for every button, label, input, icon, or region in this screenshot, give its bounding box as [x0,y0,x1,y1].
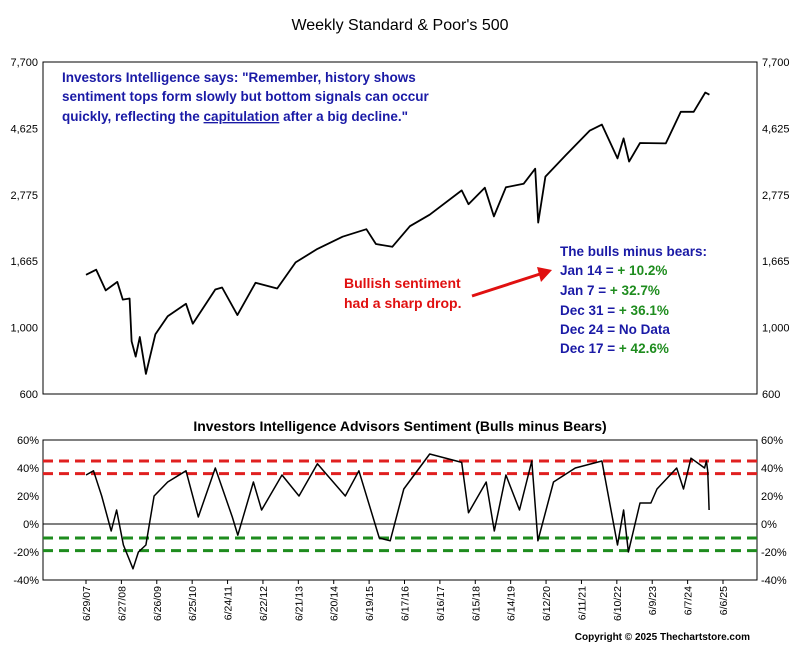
sp500-price-line [85,91,710,375]
price-tick-label-left: 4,625 [10,123,38,135]
sentiment-tick-label-right: -40% [761,575,787,587]
bb-title: The bulls minus bears: [560,244,707,259]
sentiment-tick-label-right: -20% [761,547,787,559]
sentiment-tick-label-left: 60% [17,435,39,447]
quote-line-2: sentiment tops form slowly but bottom si… [62,89,430,104]
bullish-line-1: Bullish sentiment [344,275,461,291]
bb-row-2: Jan 7 = + 32.7% [560,283,660,298]
sentiment-tick-label-left: 20% [17,491,39,503]
x-tick-label: 6/16/17 [435,586,447,621]
sentiment-tick-label-right: 40% [761,463,783,475]
price-tick-label-left: 7,700 [10,57,38,69]
x-tick-label: 6/27/08 [116,586,128,621]
quote-line-3-start: quickly, reflecting the [62,109,204,124]
price-tick-label-right: 1,000 [762,323,790,335]
x-tick-label: 6/14/19 [506,586,518,621]
quote-line-1: Investors Intelligence says: "Remember, … [62,70,416,85]
quote-annotation: Investors Intelligence says: "Remember, … [62,70,430,124]
bb-row-5: Dec 17 = + 42.6% [560,341,669,356]
x-tick-label: 6/19/15 [364,586,376,621]
bb-row-1-label: Jan 14 = [560,263,617,278]
sentiment-tick-label-right: 60% [761,435,783,447]
sentiment-reference-lines [43,459,757,553]
quote-line-3: quickly, reflecting the capitulation aft… [62,109,408,124]
bb-row-4-value: No Data [619,322,670,337]
x-tick-label: 6/6/25 [718,586,730,615]
x-tick-label: 6/26/09 [152,586,164,621]
bb-row-5-label: Dec 17 = [560,341,619,356]
sentiment-tick-label-left: -40% [13,575,39,587]
quote-line-3-end: after a big decline." [279,109,408,124]
bb-row-1-value: + 10.2% [617,263,667,278]
copyright-text: Copyright © 2025 Thechartstore.com [575,632,750,643]
red-arrow-shaft [471,272,541,298]
price-plot-area [42,61,758,395]
x-tick-label: 6/22/12 [258,586,270,621]
sentiment-tick-label-left: 40% [17,463,39,475]
x-tick-label: 6/12/20 [541,586,553,621]
price-tick-label-right: 4,625 [762,123,790,135]
bb-row-2-value: + 32.7% [610,283,660,298]
sentiment-y-axis: -40% -40% -20% -20% 0% 0% 20% 20% 40% 40% 60% 60% [13,435,787,587]
bullish-line-2: had a sharp drop. [344,295,461,311]
bb-row-4: Dec 24 = No Data [560,322,670,337]
sentiment-tick-label-left: -20% [13,547,39,559]
sentiment-plot-area [42,439,758,581]
price-tick-label-left: 1,000 [10,323,38,335]
x-tick-label: 6/11/21 [576,586,588,620]
price-tick-label-right: 7,700 [762,57,790,69]
sentiment-tick-label-right: 0% [761,519,777,531]
sentiment-tick-label-right: 20% [761,491,783,503]
x-tick-label: 6/10/22 [612,586,624,621]
sentiment-line [85,453,710,570]
price-y-axis: 600 600 1,000 1,000 1,665 1,665 2,775 2,775 4,62… [10,57,789,401]
bb-row-2-label: Jan 7 = [560,283,610,298]
bb-row-3-value: + 36.1% [619,303,669,318]
price-tick-label-left: 2,775 [10,190,38,202]
bb-row-3: Dec 31 = + 36.1% [560,303,669,318]
price-tick-label-right: 600 [762,389,780,401]
sentiment-chart-title: Investors Intelligence Advisors Sentimen… [193,418,606,434]
bb-row-3-label: Dec 31 = [560,303,619,318]
x-tick-label: 6/20/14 [329,586,341,621]
x-tick-label: 6/15/18 [470,586,482,621]
x-axis: 6/29/07 6/27/08 6/26/09 6/25/10 6/24/11 6/22/… [81,580,730,621]
bullish-annotation: Bullish sentiment had a sharp drop. [344,275,461,311]
sentiment-tick-label-left: 0% [23,519,39,531]
price-tick-label-left: 600 [20,389,38,401]
price-chart-title: Weekly Standard & Poor's 500 [291,17,508,34]
x-tick-label: 6/21/13 [293,586,305,621]
bulls-minus-bears-box: The bulls minus bears: Jan 14 = + 10.2% … [560,244,707,356]
red-arrow-head [537,267,552,282]
x-tick-label: 6/24/11 [223,586,235,620]
price-tick-label-right: 2,775 [762,190,790,202]
bb-row-4-label: Dec 24 = [560,322,619,337]
x-tick-label: 6/17/16 [400,586,412,621]
x-tick-label: 6/7/24 [683,586,695,615]
x-tick-label: 6/25/10 [187,586,199,621]
bb-row-5-value: + 42.6% [619,341,669,356]
bb-row-1: Jan 14 = + 10.2% [560,263,667,278]
x-tick-label: 6/29/07 [81,586,93,621]
quote-capitulation: capitulation [204,109,280,124]
price-tick-label-left: 1,665 [10,256,38,268]
x-tick-label: 6/9/23 [647,586,659,615]
price-tick-label-right: 1,665 [762,256,790,268]
